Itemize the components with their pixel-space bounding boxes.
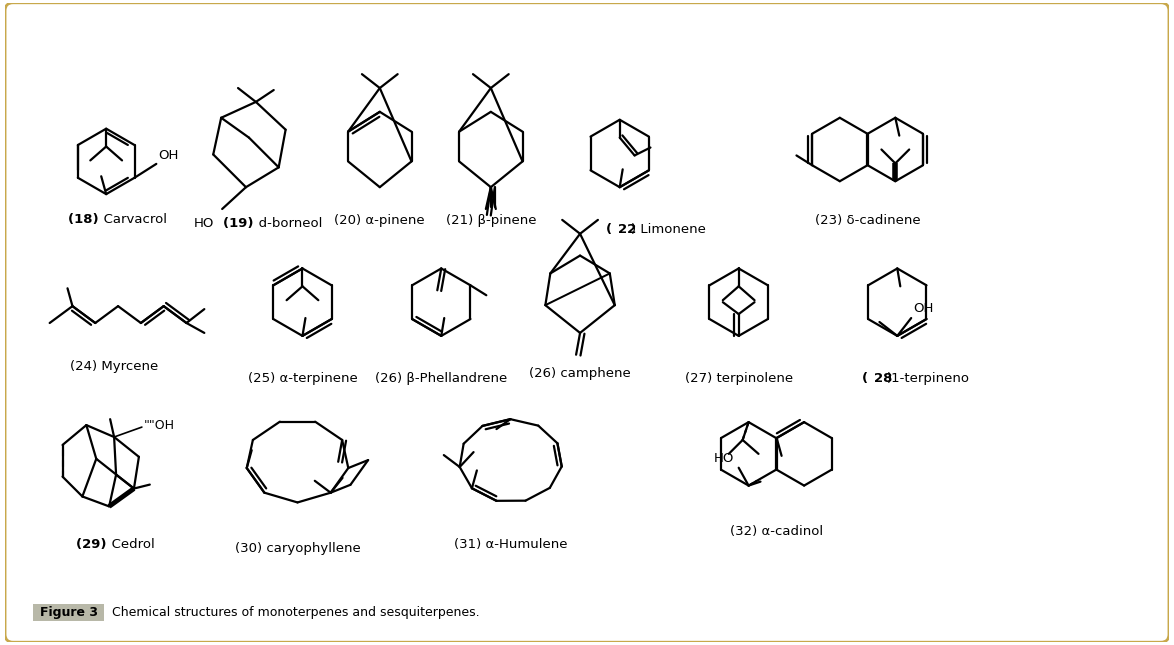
Polygon shape — [893, 163, 897, 181]
Text: Figure 3: Figure 3 — [40, 606, 97, 619]
Text: OH: OH — [158, 149, 178, 162]
Text: ) Limonene: ) Limonene — [630, 223, 706, 236]
Text: (: ( — [862, 372, 868, 384]
Text: (26) camphene: (26) camphene — [529, 366, 630, 380]
Text: Cedrol: Cedrol — [109, 538, 155, 551]
Text: (27) terpinolene: (27) terpinolene — [684, 372, 792, 384]
Text: (21) β-pinene: (21) β-pinene — [446, 214, 537, 227]
Text: (31) α-Humulene: (31) α-Humulene — [454, 538, 567, 551]
Text: (23) δ-cadinene: (23) δ-cadinene — [815, 214, 920, 227]
Text: 22: 22 — [618, 223, 636, 236]
Text: (: ( — [606, 223, 612, 236]
Text: (29): (29) — [76, 538, 109, 551]
Text: Chemical structures of monoterpenes and sesquiterpenes.: Chemical structures of monoterpenes and … — [113, 606, 480, 619]
Text: (24) Myrcene: (24) Myrcene — [70, 360, 158, 373]
Text: d-borneol: d-borneol — [256, 217, 322, 230]
Text: (26) β-Phellandrene: (26) β-Phellandrene — [376, 372, 507, 384]
Text: HO: HO — [194, 217, 214, 230]
Text: (30) caryophyllene: (30) caryophyllene — [235, 542, 360, 555]
FancyBboxPatch shape — [5, 3, 1169, 642]
FancyBboxPatch shape — [33, 604, 104, 621]
Text: (32) α-cadinol: (32) α-cadinol — [730, 525, 823, 538]
Text: OH: OH — [913, 302, 933, 315]
Text: ""OH: ""OH — [144, 419, 175, 432]
Text: (19): (19) — [223, 217, 256, 230]
Text: HO: HO — [714, 451, 734, 465]
Text: )1-terpineno: )1-terpineno — [888, 372, 971, 384]
Text: (25) α-terpinene: (25) α-terpinene — [248, 372, 357, 384]
Text: 28: 28 — [873, 372, 892, 384]
Text: (20) α-pinene: (20) α-pinene — [335, 214, 425, 227]
Text: Carvacrol: Carvacrol — [101, 213, 167, 226]
Text: (18): (18) — [68, 213, 101, 226]
